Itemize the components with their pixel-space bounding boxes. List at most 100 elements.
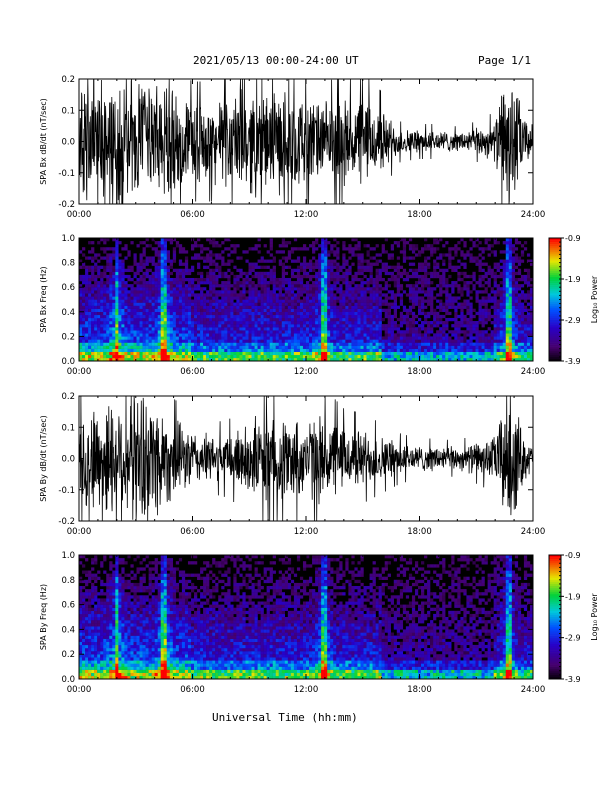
spectrogram-cell: [266, 330, 270, 334]
spectrogram-cell: [302, 317, 307, 322]
spectrogram-cell: [190, 247, 195, 251]
spectrogram-cell: [466, 290, 470, 294]
spectrogram-cell: [327, 287, 331, 291]
spectrogram-cell: [460, 339, 464, 343]
spectrogram-cell: [393, 342, 397, 346]
spectrogram-cell: [405, 330, 410, 334]
spectrogram-cell: [384, 357, 388, 362]
spectrogram-cell: [348, 293, 352, 297]
spectrogram-cell: [169, 311, 174, 316]
spectrogram-cell: [106, 311, 110, 316]
spectrogram-cell: [118, 271, 122, 276]
spectrogram-cell: [315, 330, 319, 334]
spectrogram-cell: [408, 308, 413, 313]
spectrogram-cell: [526, 274, 531, 279]
spectrogram-cell: [248, 302, 252, 306]
spectrogram-cell: [417, 274, 422, 279]
spectrogram-cell: [384, 351, 388, 356]
spectrogram-cell: [490, 345, 494, 349]
spectrogram-cell: [157, 305, 161, 309]
spectrogram-cell: [230, 302, 234, 306]
spectrogram-cell: [290, 345, 295, 349]
spectrogram-cell: [424, 299, 428, 303]
spectrogram-cell: [315, 290, 319, 294]
spectrogram-cell: [411, 256, 416, 260]
spectrogram-cell: [287, 348, 292, 352]
spectrogram-cell: [169, 241, 174, 245]
spectrogram-cell: [517, 336, 522, 340]
spectrogram-cell: [242, 317, 246, 322]
spectrogram-cell: [97, 274, 101, 279]
spectrogram-cell: [411, 342, 416, 346]
spectrogram-cell: [496, 262, 500, 266]
spectrogram-cell: [336, 357, 340, 362]
spectrogram-cell: [200, 327, 204, 331]
spectrogram-cell: [218, 274, 222, 279]
spectrogram-cell: [197, 336, 201, 340]
spectrogram-cell: [496, 327, 500, 331]
spectrogram-cell: [387, 311, 391, 316]
spectrogram-cell: [327, 265, 331, 269]
spectrogram-cell: [309, 339, 313, 343]
spectrogram-cell: [375, 342, 379, 346]
spectrogram-cell: [405, 348, 410, 352]
spectrogram-cell: [106, 327, 110, 331]
spectrogram-cell: [82, 305, 86, 309]
spectrogram-cell: [487, 348, 491, 352]
spectrogram-cell: [181, 357, 186, 362]
spectrogram-cell: [339, 324, 343, 328]
spectrogram-cell: [421, 299, 425, 303]
spectrogram-cell: [178, 308, 183, 313]
spectrogram-cell: [460, 250, 464, 254]
spectrogram-cell: [284, 299, 289, 303]
spectrogram-cell: [508, 339, 513, 343]
spectrogram-cell: [221, 339, 225, 343]
spectrogram-cell: [333, 357, 337, 362]
spectrogram-cell: [357, 241, 361, 245]
spectrogram-cell: [221, 284, 225, 288]
spectrogram-cell: [436, 311, 440, 316]
spectrogram-cell: [351, 253, 355, 257]
spectrogram-cell: [284, 293, 289, 297]
spectrogram-cell: [342, 333, 346, 337]
spectrogram-cell: [154, 333, 158, 337]
spectrogram-cell: [478, 262, 482, 266]
spectrogram-cell: [266, 339, 270, 343]
spectrogram-cell: [433, 342, 437, 346]
spectrogram-cell: [236, 308, 240, 313]
spectrogram-cell: [324, 268, 328, 273]
spectrogram-cell: [287, 253, 292, 257]
spectrogram-cell: [387, 345, 391, 349]
spectrogram-cell: [178, 305, 183, 309]
spectrogram-cell: [145, 284, 149, 288]
spectrogram-cell: [178, 330, 183, 334]
spectrogram-cell: [82, 345, 86, 349]
spectrogram-cell: [184, 327, 189, 331]
spectrogram-cell: [239, 345, 243, 349]
spectrogram-cell: [130, 324, 134, 328]
spectrogram-cell: [284, 281, 289, 285]
spectrogram-cell: [278, 311, 282, 316]
spectrogram-cell: [318, 333, 322, 337]
spectrogram-cell: [442, 308, 446, 313]
spectrogram-cell: [430, 311, 434, 316]
spectrogram-cell: [175, 287, 180, 291]
spectrogram-cell: [408, 327, 413, 331]
spectrogram-cell: [457, 277, 461, 282]
spectrogram-cell: [336, 262, 340, 266]
spectrogram-cell: [133, 259, 137, 263]
colorbar-step: [549, 307, 561, 311]
spectrogram-cell: [197, 305, 201, 309]
spectrogram-cell: [499, 250, 503, 254]
spectrogram-cell: [514, 314, 519, 319]
spectrogram-cell: [366, 351, 370, 356]
spectrogram-cell: [263, 342, 267, 346]
spectrogram-cell: [236, 302, 240, 306]
spectrogram-cell: [375, 330, 379, 334]
spectrogram-cell: [187, 357, 192, 362]
spectrogram-cell: [460, 330, 464, 334]
spectrogram-cell: [148, 348, 152, 352]
spectrogram-cell: [242, 354, 246, 359]
spectrogram-cell: [190, 244, 195, 248]
spectrogram-cell: [354, 351, 358, 356]
